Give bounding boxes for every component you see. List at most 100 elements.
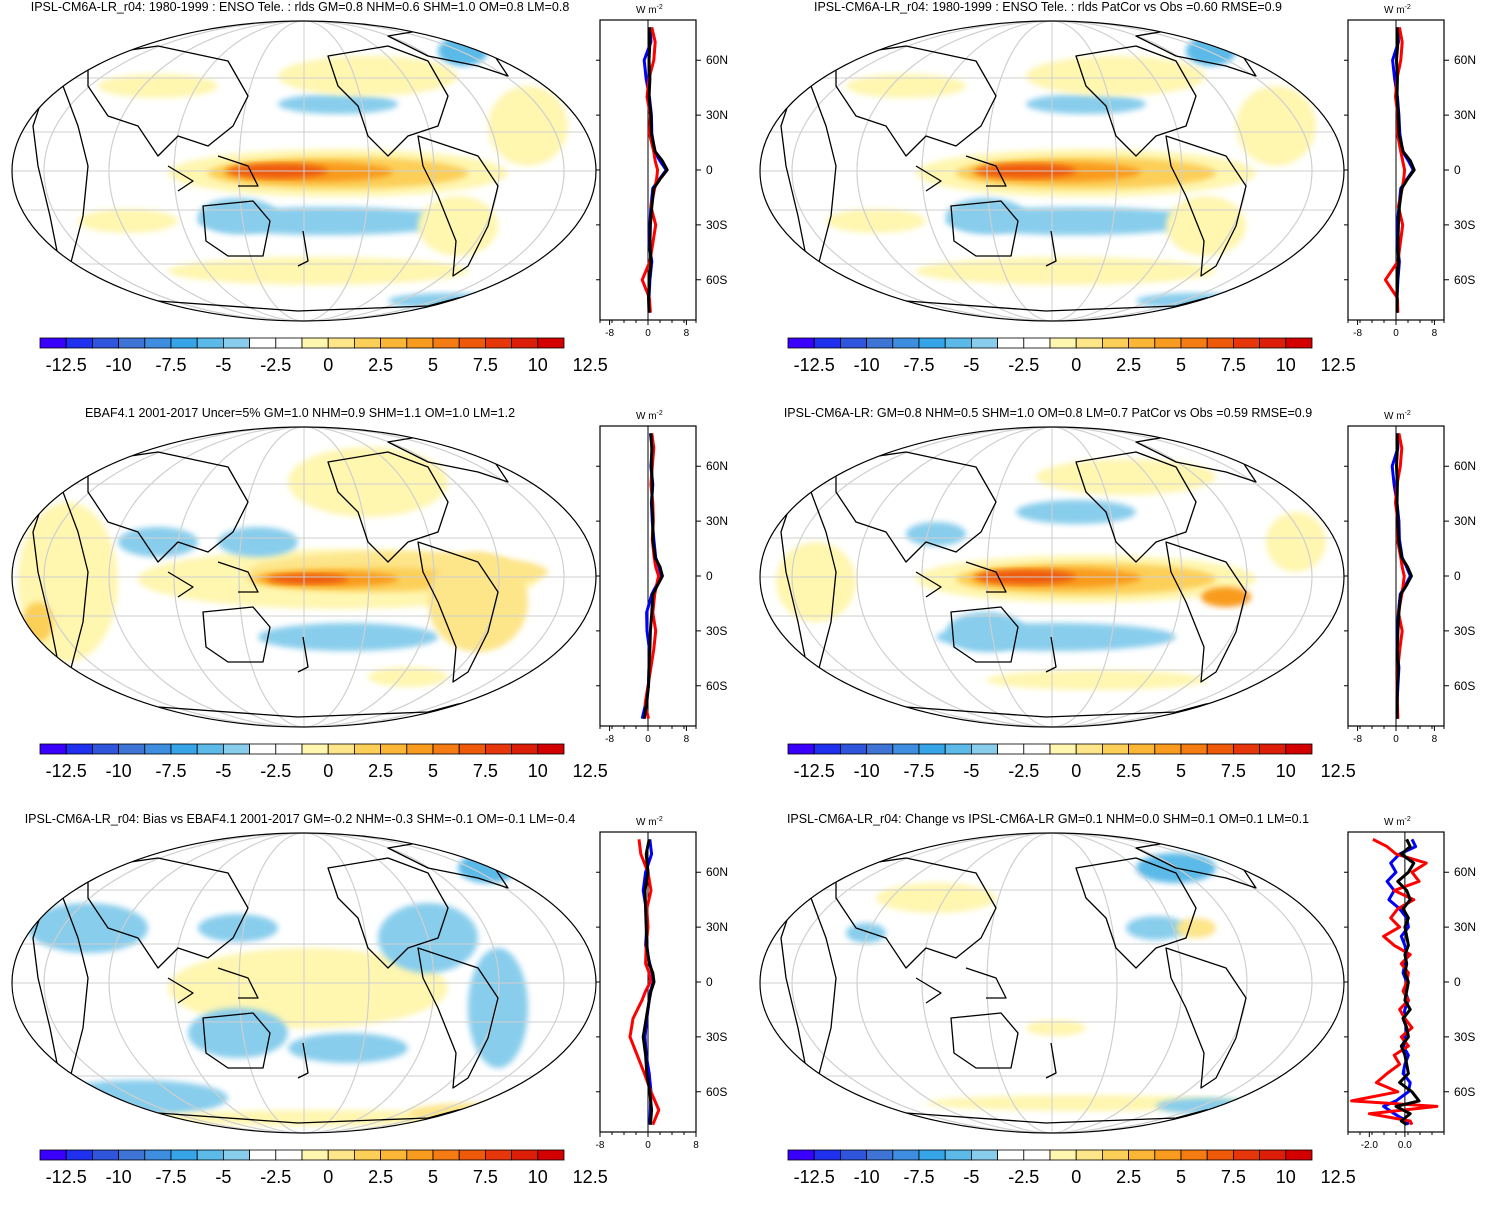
colorbar-swatch [170, 743, 198, 755]
profile-x-label: -8 [605, 328, 614, 339]
colorbar-swatch [196, 337, 224, 349]
profile-units-exponent: -2 [1405, 410, 1411, 417]
profile-x-label: 0.0 [1398, 1140, 1412, 1151]
colorbar-label: -2.5 [1008, 1167, 1039, 1187]
coastline [217, 967, 259, 999]
coastline [167, 165, 194, 192]
robinson-map [759, 832, 1345, 1134]
lat-label: 60N [1454, 53, 1476, 67]
colorbar-swatch [1049, 743, 1077, 755]
lat-label: 30N [1454, 920, 1476, 934]
coastline [950, 200, 1019, 257]
graticule-meridian [791, 21, 1313, 321]
coastline [835, 451, 997, 563]
colorbar-label: 10 [528, 761, 548, 781]
colorbar-swatch [892, 1149, 920, 1161]
lat-label: 30S [706, 624, 727, 638]
graticule-meridian [986, 21, 1118, 321]
colorbar-swatch [327, 743, 355, 755]
profile-x-label: 0 [645, 328, 651, 339]
graticule-meridian [856, 427, 1248, 727]
colorbar-swatch [1154, 337, 1182, 349]
colorbar-label: 2.5 [1116, 1167, 1141, 1187]
colorbar-label: 5 [1176, 761, 1186, 781]
shading-region [78, 209, 178, 233]
colorbar-swatch [892, 337, 920, 349]
coastline [417, 541, 499, 683]
colorbar-label: -10 [106, 1167, 132, 1187]
colorbar-label: -5 [963, 1167, 979, 1187]
colorbar-label: -7.5 [155, 1167, 186, 1187]
shading-region [1026, 94, 1146, 114]
colorbar-label: 10 [528, 1167, 548, 1187]
shading-region [458, 853, 518, 883]
colorbar-swatch [249, 743, 277, 755]
colorbar-swatch [537, 337, 565, 349]
colorbar-label: 0 [323, 355, 333, 375]
colorbar-label: 7.5 [473, 1167, 498, 1187]
profile-x-label: 8 [684, 734, 690, 745]
profile-units: W m-2 [1384, 816, 1411, 828]
profile-x-label: 8 [684, 328, 690, 339]
profile-units-exponent: -2 [657, 816, 663, 823]
profile-x-label: -2.0 [1361, 1140, 1379, 1151]
colorbar-swatch [170, 1149, 198, 1161]
colorbar-label: -5 [215, 761, 231, 781]
coastline [217, 155, 259, 187]
colorbar-swatch [944, 743, 972, 755]
colorbar-swatch [353, 1149, 381, 1161]
colorbar-swatch [1128, 337, 1156, 349]
graticule-meridian [791, 427, 1313, 727]
colorbar-swatch [222, 743, 250, 755]
lat-label: 0 [1454, 163, 1461, 177]
map-graticule [12, 21, 596, 321]
shading-region [23, 602, 53, 642]
lat-label: 60S [706, 1085, 727, 1099]
profile-units-exponent: -2 [1405, 816, 1411, 823]
colorbar-swatch [301, 743, 329, 755]
colorbar-swatch [840, 337, 868, 349]
graticule-meridian [43, 427, 565, 727]
colorbar-swatch [787, 743, 815, 755]
colorbar-swatch [432, 1149, 460, 1161]
coastline [87, 451, 249, 563]
colorbar-swatch [92, 337, 120, 349]
map-graticule [760, 21, 1344, 321]
colorbar-swatch [222, 1149, 250, 1161]
colorbar-swatch [1154, 1149, 1182, 1161]
colorbar-swatch [484, 337, 512, 349]
shading-region [278, 94, 398, 114]
profile-x-label: -8 [1353, 734, 1362, 745]
graticule-meridian [43, 21, 565, 321]
colorbar-swatch [301, 337, 329, 349]
colorbar: -12.5 -10 -7.5 -5 -2.5 0 2.5 5 7.5 10 12.5 [787, 743, 1356, 781]
colorbar-swatch [458, 1149, 486, 1161]
panel-title: EBAF4.1 2001-2017 Uncer=5% GM=1.0 NHM=0.… [84, 406, 516, 420]
colorbar-swatch [1023, 743, 1051, 755]
panel-title: IPSL-CM6A-LR_r04: Bias vs EBAF4.1 2001-2… [24, 812, 576, 826]
chart-panel-1: IPSL-CM6A-LR_r04: 1980-1999 : ENSO Tele.… [0, 0, 744, 396]
colorbar-swatch [918, 337, 946, 349]
profile-series-black [1394, 838, 1421, 1126]
shading-region [846, 923, 886, 943]
shading-region [288, 447, 448, 517]
colorbar-label: -12.5 [794, 355, 835, 375]
colorbar-label: 7.5 [1221, 355, 1246, 375]
colorbar-label: 2.5 [368, 1167, 393, 1187]
lat-label: 30S [706, 218, 727, 232]
colorbar: -12.5 -10 -7.5 -5 -2.5 0 2.5 5 7.5 10 12.5 [39, 1149, 608, 1187]
shading-region [98, 74, 218, 98]
colorbar-swatch [866, 1149, 894, 1161]
colorbar-label: -10 [854, 1167, 880, 1187]
lat-label: 30S [1454, 624, 1475, 638]
colorbar-swatch [406, 743, 434, 755]
colorbar-swatch [866, 337, 894, 349]
colorbar-swatch [511, 743, 539, 755]
coastline [1165, 135, 1247, 277]
panel-title: IPSL-CM6A-LR_r04: Change vs IPSL-CM6A-LR… [786, 812, 1310, 826]
colorbar-swatch [813, 743, 841, 755]
graticule-meridian [43, 833, 565, 1133]
shading-region [946, 612, 1026, 652]
colorbar-label: -10 [106, 761, 132, 781]
graticule-meridian [921, 21, 1183, 321]
